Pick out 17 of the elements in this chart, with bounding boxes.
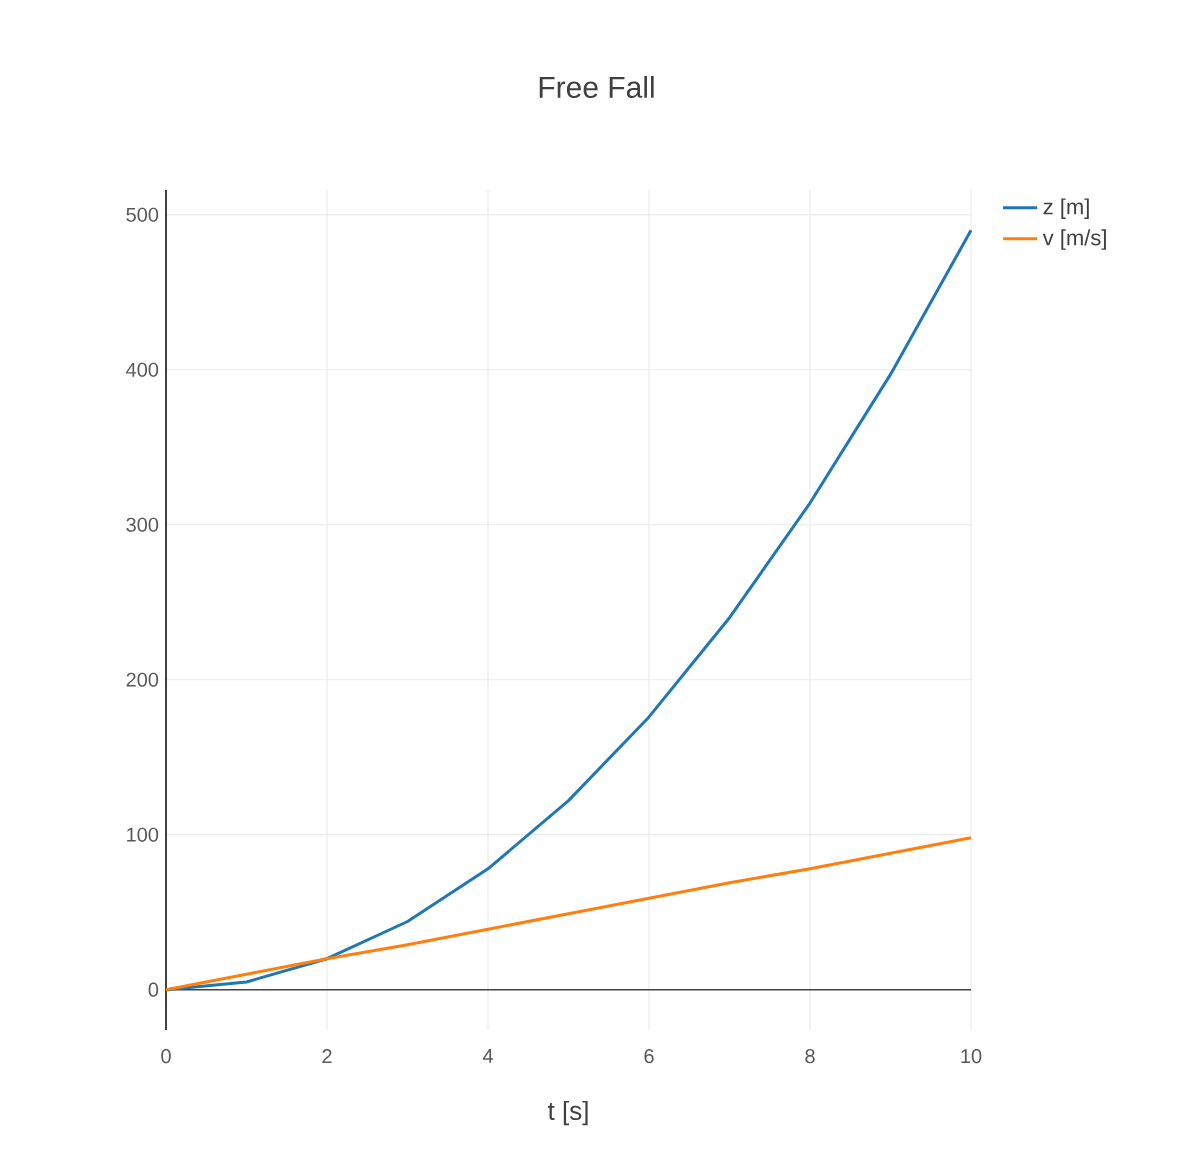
legend-label: z [m] [1043, 198, 1089, 219]
x-tick-label: 8 [805, 1049, 815, 1064]
line-series [164, 836, 973, 992]
chart-title: Free Fall [539, 75, 654, 98]
x-tick-label: 6 [644, 1049, 654, 1064]
y-tick-label: 400 [126, 362, 159, 377]
x-axis-title: t [s] [547, 1100, 588, 1126]
y-tick-label: 500 [126, 207, 159, 222]
y-tick-label: 200 [126, 672, 159, 687]
y-tick-label: 100 [127, 827, 159, 842]
x-tick-label: 2 [322, 1049, 332, 1064]
legend-label: v [m/s] [1042, 229, 1106, 250]
x-tick-label: 0 [161, 1049, 171, 1064]
x-tick-label: 4 [482, 1049, 493, 1063]
y-tick-label: 300 [126, 517, 159, 532]
y-tick-label: 0 [148, 982, 159, 997]
x-tick-label: 10 [961, 1049, 982, 1064]
